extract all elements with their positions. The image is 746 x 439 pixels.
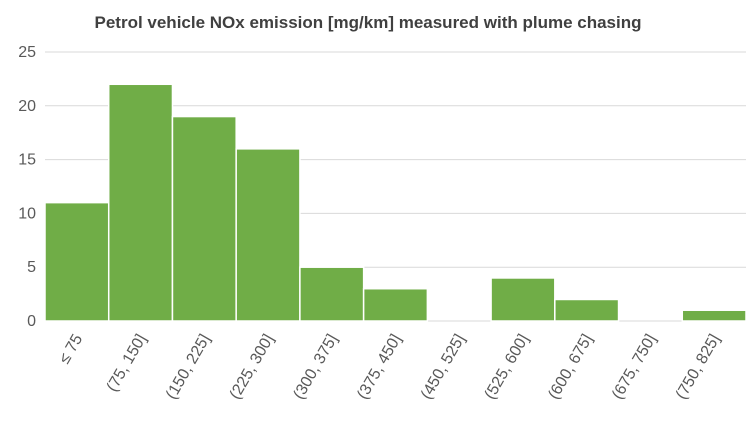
x-tick-label: (450, 525] xyxy=(418,332,469,403)
y-tick-label: 15 xyxy=(18,152,36,169)
bar xyxy=(299,266,365,322)
bar xyxy=(490,277,556,322)
x-axis-tick-labels: ≤ 75 (75, 150] (150, 225] (225, 300] (300, 3… xyxy=(56,331,724,402)
x-tick-label: (675, 750] xyxy=(609,332,660,403)
x-tick-label: ≤ 75 xyxy=(56,331,86,366)
y-tick-label: 5 xyxy=(27,259,36,276)
bar xyxy=(681,309,746,322)
x-tick-label: (375, 450] xyxy=(354,332,405,403)
x-tick-label: (300, 375] xyxy=(290,332,341,403)
bar xyxy=(554,298,620,322)
x-tick-label: (750, 825] xyxy=(673,332,724,403)
x-tick-label: (150, 225] xyxy=(163,332,214,403)
y-tick-label: 0 xyxy=(27,313,36,330)
y-tick-label: 25 xyxy=(18,44,36,61)
x-tick-label: (75, 150] xyxy=(104,332,150,395)
x-tick-label: (225, 300] xyxy=(227,332,278,403)
x-tick-label: (525, 600] xyxy=(482,332,533,403)
x-tick-label: (600, 675] xyxy=(545,332,596,403)
bars xyxy=(44,83,746,322)
bar xyxy=(235,148,301,322)
y-tick-label: 10 xyxy=(18,205,36,222)
bar xyxy=(107,83,174,322)
y-tick-label: 20 xyxy=(18,98,36,115)
y-axis-tick-labels: 0 5 10 15 20 25 xyxy=(18,44,36,330)
bar xyxy=(171,115,237,322)
bar xyxy=(44,201,110,322)
bar xyxy=(362,287,429,322)
chart-title: Petrol vehicle NOx emission [mg/km] meas… xyxy=(95,13,642,32)
